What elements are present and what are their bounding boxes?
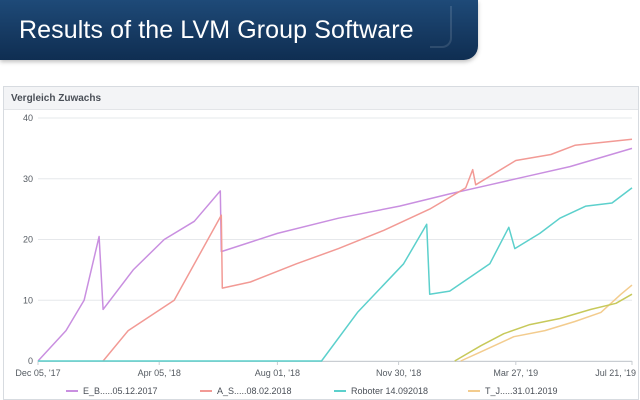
chart-panel: Vergleich Zuwachs 0 10 20 30 40 Dec 05, '17 Ap… xyxy=(3,86,639,400)
chart-title: Vergleich Zuwachs xyxy=(11,93,102,104)
x-tick-label: Mar 27, '19 xyxy=(493,368,538,378)
y-tick-label: 0 xyxy=(28,356,33,366)
series-line-5 xyxy=(454,293,633,362)
y-tick-label: 40 xyxy=(23,113,33,123)
y-tick-label: 20 xyxy=(23,235,33,245)
page-title: Results of the LVM Group Software xyxy=(19,16,414,44)
x-tick-label: Nov 30, '18 xyxy=(376,368,421,378)
x-tick-label: Jul 21, '19 xyxy=(595,368,636,378)
series-line-3 xyxy=(38,187,633,362)
y-tick-label: 30 xyxy=(23,174,33,184)
legend-label: Roboter 14.092018 xyxy=(351,386,428,396)
chart-panel-header: Vergleich Zuwachs xyxy=(4,87,638,110)
x-tick-label: Aug 01, '18 xyxy=(255,368,300,378)
legend-label: A_S.....08.02.2018 xyxy=(217,386,292,396)
title-banner: Results of the LVM Group Software xyxy=(0,0,478,60)
y-tick-label: 10 xyxy=(23,295,33,305)
legend-label: E_B.....05.12.2017 xyxy=(83,386,158,396)
x-tick-label: Dec 05, '17 xyxy=(15,368,60,378)
line-chart: 0 10 20 30 40 Dec 05, '17 Apr 05, '18 Aug 01, '… xyxy=(15,113,636,396)
legend-label: T_J.....31.01.2019 xyxy=(485,386,558,396)
x-tick-label: Apr 05, '18 xyxy=(138,368,181,378)
series-line-2 xyxy=(102,138,633,362)
series-line-1 xyxy=(37,147,633,362)
series-line-4 xyxy=(460,284,633,362)
